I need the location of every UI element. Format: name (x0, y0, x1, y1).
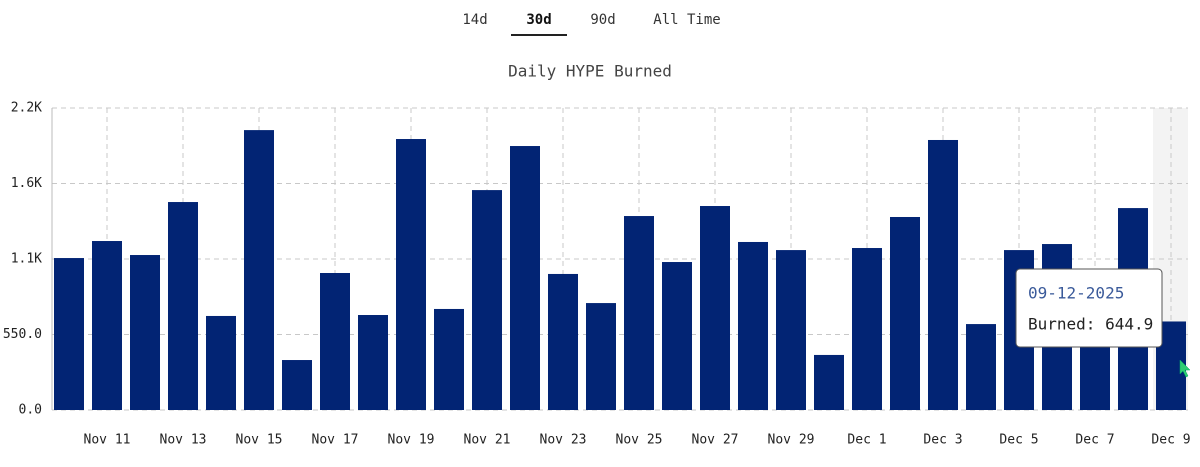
y-tick-label: 1.1K (11, 252, 42, 267)
x-tick-label: Nov 17 (312, 433, 359, 448)
bar (472, 190, 502, 410)
y-tick-label: 1.6K (11, 176, 42, 191)
y-tick-label: 0.0 (19, 403, 42, 418)
x-tick-label: Dec 7 (1075, 433, 1114, 448)
bar (890, 216, 920, 410)
x-tick-label: Nov 29 (768, 433, 815, 448)
x-tick-label: Nov 11 (84, 433, 131, 448)
bar (510, 146, 540, 411)
bar (548, 273, 578, 410)
tooltip-value: Burned: 644.9 (1028, 315, 1153, 334)
x-tick-label: Dec 9 (1151, 433, 1190, 448)
bar (586, 303, 616, 410)
bar (130, 255, 160, 410)
bar (700, 206, 730, 410)
bar (852, 248, 882, 410)
tab[interactable]: 90d (590, 12, 615, 28)
bar (624, 216, 654, 410)
x-tick-label: Nov 27 (692, 433, 739, 448)
bar (358, 315, 388, 410)
bar (814, 354, 844, 410)
x-tick-label: Nov 25 (616, 433, 663, 448)
bar (206, 315, 236, 410)
bar (966, 324, 996, 410)
x-tick-label: Nov 13 (160, 433, 207, 448)
bar (244, 130, 274, 411)
tooltip-date: 09-12-2025 (1028, 284, 1124, 303)
tab[interactable]: 14d (462, 12, 487, 28)
bar (662, 262, 692, 410)
bar (776, 250, 806, 410)
bar (320, 273, 350, 410)
x-tick-label: Dec 3 (923, 433, 962, 448)
x-tick-label: Nov 21 (464, 433, 511, 448)
bar (54, 258, 84, 410)
cursor (1179, 359, 1191, 378)
x-tick-label: Nov 19 (388, 433, 435, 448)
bar (434, 308, 464, 410)
bar (396, 139, 426, 411)
bar (282, 360, 312, 410)
tab[interactable]: 30d (526, 12, 551, 28)
y-tick-label: 550.0 (3, 327, 42, 342)
bar (928, 139, 958, 410)
tooltip: 09-12-2025 Burned: 644.9 (1015, 268, 1163, 348)
chart-title: Daily HYPE Burned (508, 62, 672, 81)
bar (92, 241, 122, 410)
y-tick-label: 2.2K (11, 101, 42, 116)
x-tick-label: Nov 15 (236, 433, 283, 448)
bar (738, 241, 768, 410)
x-tick-label: Nov 23 (540, 433, 587, 448)
tooltip-box (1015, 268, 1163, 348)
x-tick-label: Dec 5 (999, 433, 1038, 448)
tab[interactable]: All Time (653, 12, 720, 28)
x-tick-label: Dec 1 (847, 433, 886, 448)
bar (168, 202, 198, 410)
